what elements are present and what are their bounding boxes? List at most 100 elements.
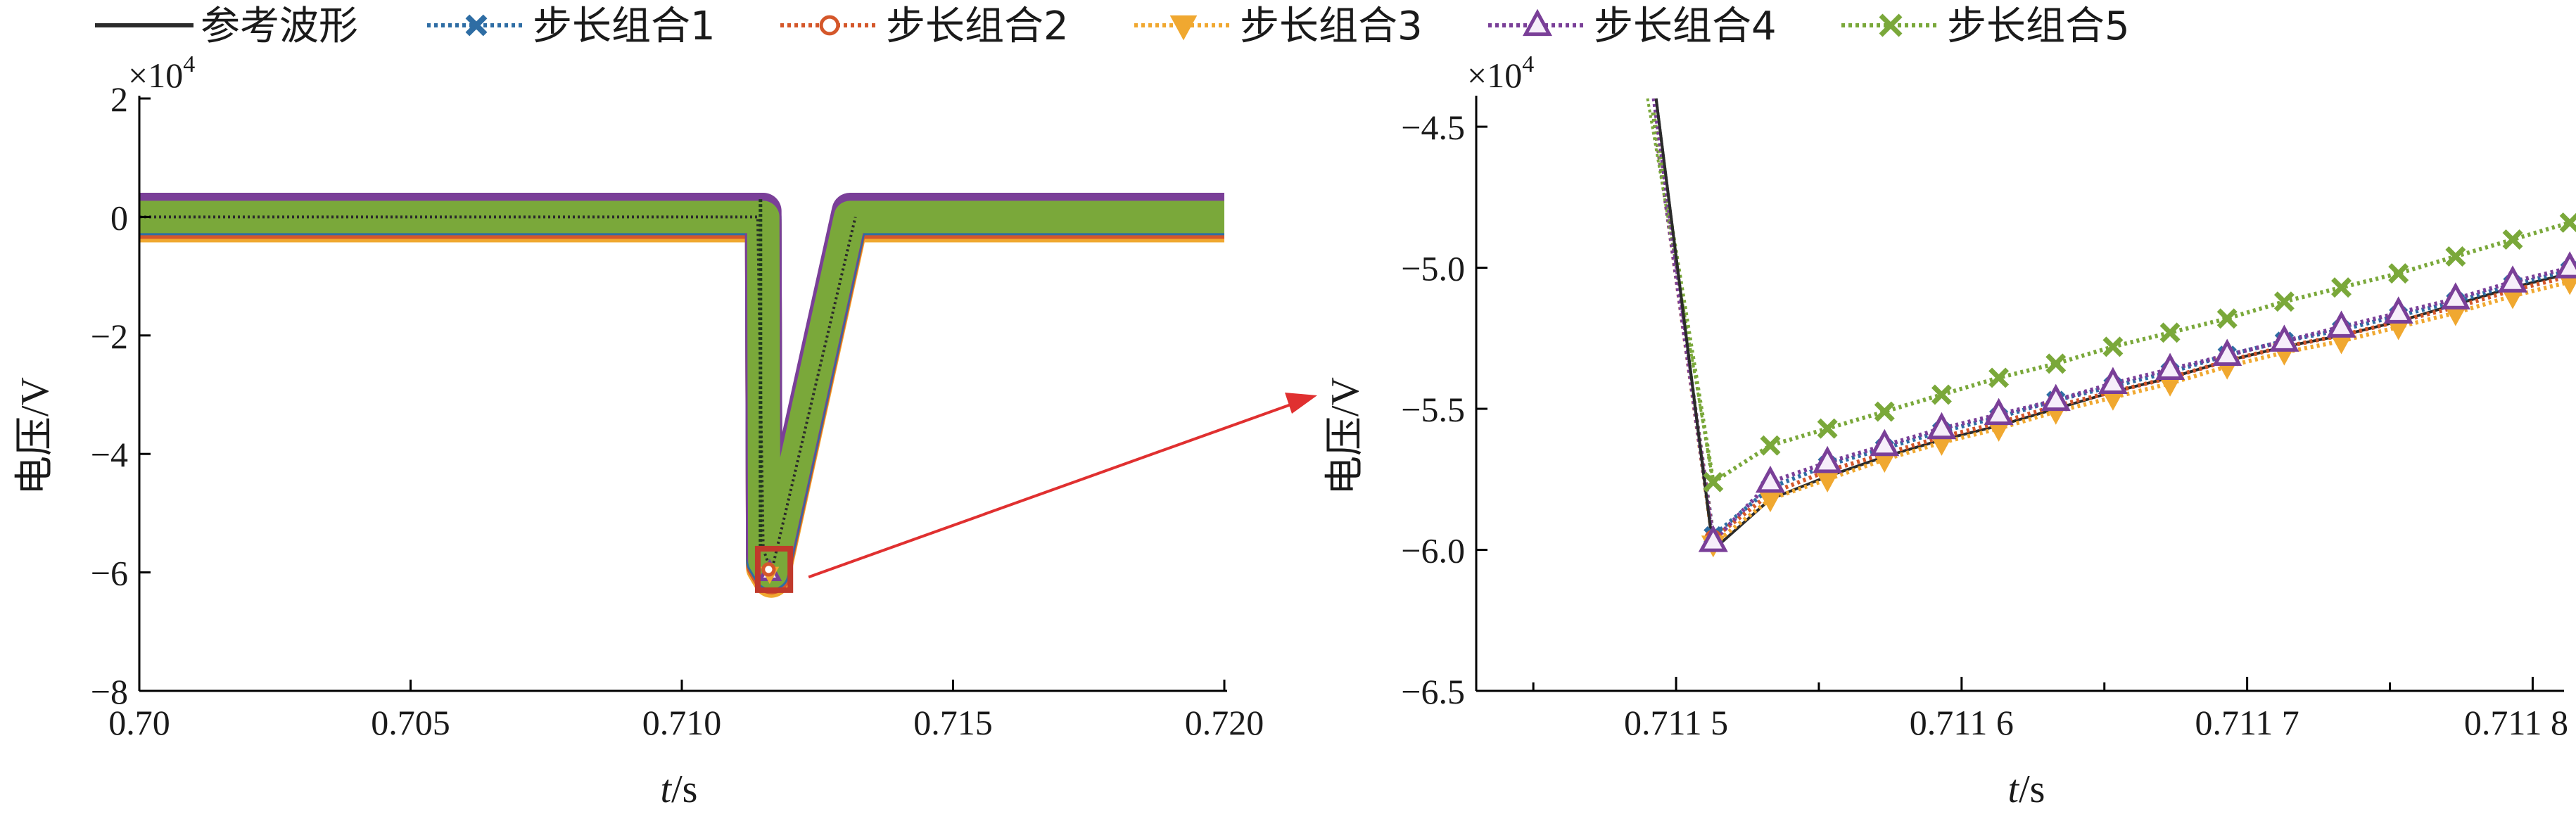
left-y-multiplier: ×104 — [128, 51, 195, 95]
series-line-s2 — [1651, 112, 2570, 543]
legend-label-s4: 步长组合4 — [1594, 4, 1777, 49]
left-axes: 2 0 −2 −4 −6 −80.70 0.705 0.710 0.715 0.720 — [91, 80, 1264, 742]
data-point-s4 — [2098, 367, 2128, 395]
data-point-s5 — [2388, 263, 2409, 284]
left-xtick-label: 0.70 — [108, 703, 170, 742]
data-point-s4 — [1927, 412, 1957, 440]
data-point-s4 — [2498, 265, 2528, 293]
legend-label-s3: 步长组合3 — [1240, 4, 1423, 49]
right-ytick-label: −6.5 — [1401, 672, 1465, 711]
data-point-s5 — [2445, 246, 2466, 267]
data-point-s5 — [1703, 471, 1724, 492]
drop-line-ref — [1654, 98, 1715, 550]
right-plot-area — [1646, 98, 2576, 558]
left-xtick-label: 0.720 — [1185, 703, 1264, 742]
right-xtick-label: 0.711 6 — [1910, 703, 2014, 742]
data-point-s5 — [2216, 308, 2238, 329]
right-ytick-label: −6.0 — [1401, 531, 1465, 571]
legend-label-s5: 步长组合5 — [1947, 4, 2130, 49]
data-point-s5 — [2502, 229, 2523, 250]
left-ytick-label: −6 — [91, 554, 128, 593]
band-s1 — [139, 198, 1224, 591]
legend-item-s1: 步长组合1 — [427, 4, 716, 49]
zoom-arrow-line — [808, 398, 1305, 579]
band-s3 — [139, 205, 1224, 598]
legend-marker-s1 — [465, 14, 488, 37]
data-point-s4 — [2440, 282, 2470, 310]
data-point-s5 — [2273, 291, 2295, 312]
left-y-axis-label: 电压/V — [13, 377, 57, 495]
left-ytick-label: 2 — [110, 80, 128, 119]
series-line-s4 — [1651, 112, 2570, 547]
legend-item-ref: 参考波形 — [95, 4, 358, 49]
right-xtick-label: 0.711 8 — [2464, 703, 2568, 742]
data-point-s5 — [1760, 435, 1781, 456]
legend-label-s1: 步长组合1 — [533, 4, 716, 49]
right-xtick-label: 0.711 7 — [2195, 703, 2299, 742]
legend-label-ref: 参考波形 — [201, 4, 358, 49]
data-point-s5 — [2559, 212, 2576, 233]
left-xtick-label: 0.715 — [913, 703, 993, 742]
legend-marker-s2 — [819, 15, 840, 36]
legend-item-s2: 步长组合2 — [780, 4, 1069, 49]
data-point-s4 — [1870, 428, 1900, 457]
left-ytick-label: −4 — [91, 435, 128, 474]
data-point-s4 — [2383, 296, 2413, 324]
data-point-s5 — [1874, 401, 1895, 422]
legend-marker-s5 — [1879, 13, 1903, 37]
data-point-s4 — [2555, 251, 2576, 279]
legend-marker-s3 — [1169, 15, 1198, 41]
data-point-s5 — [2159, 322, 2181, 343]
series-markers-s3 — [1701, 273, 2576, 558]
band-s5 — [139, 201, 1224, 589]
data-point-s4 — [1755, 465, 1785, 493]
right-y-axis-label: 电压/V — [1324, 377, 1367, 495]
data-point-s4 — [2269, 324, 2299, 352]
band-s2 — [139, 202, 1224, 594]
left-xtick-label: 0.705 — [371, 703, 450, 742]
data-point-s5 — [1931, 384, 1952, 405]
data-point-s5 — [1817, 418, 1838, 439]
right-xtick-label: 0.711 5 — [1624, 703, 1728, 742]
right-y-multiplier: ×104 — [1467, 51, 1534, 95]
left-x-axis-label: t/s — [661, 768, 698, 811]
min-marker-s2 — [761, 562, 776, 577]
band-s4 — [139, 193, 1224, 585]
legend: 参考波形 步长组合1 步长组合2 步长组合3 步长组合4 步长组合5 — [95, 4, 2130, 49]
left-ytick-label: −2 — [91, 317, 128, 356]
legend-marker-s4 — [1522, 8, 1553, 37]
data-point-s4 — [2155, 352, 2185, 381]
legend-item-s4: 步长组合4 — [1488, 4, 1777, 49]
right-axes: −4.5 −5.0 −5.5 −6.0 −6.5 0.711 5 0.711 6 0.711 … — [1401, 96, 2568, 742]
zoom-indicator-arrow — [808, 393, 1317, 579]
left-xtick-label: 0.710 — [642, 703, 722, 742]
data-point-s4 — [2212, 338, 2242, 366]
series-line-s1 — [1651, 112, 2570, 540]
series-line-ref — [1654, 98, 2570, 553]
data-point-s5 — [1988, 367, 2010, 388]
data-point-s3 — [1815, 470, 1840, 493]
series-line-s3 — [1651, 112, 2570, 549]
data-point-s4 — [2326, 310, 2356, 338]
right-x-axis-label: t/s — [2008, 768, 2045, 811]
right-chart-zoom: −4.5 −5.0 −5.5 −6.0 −6.5 0.711 5 0.711 6 0.711 … — [1324, 51, 2576, 811]
legend-label-s2: 步长组合2 — [886, 4, 1069, 49]
right-ytick-label: −5.5 — [1401, 390, 1465, 429]
data-point-s4 — [1698, 525, 1728, 552]
left-plot-area — [139, 193, 1224, 598]
data-point-s4 — [2041, 383, 2071, 412]
legend-item-s5: 步长组合5 — [1841, 4, 2130, 49]
left-chart-overview: 20−2−4−6−80.70 0.705 0.710 0.715 0.720 ×104 … — [13, 51, 1264, 811]
legend-item-s3: 步长组合3 — [1134, 4, 1423, 49]
right-ytick-label: −4.5 — [1401, 108, 1465, 147]
series-line-s5 — [1651, 112, 2571, 486]
series-markers-s5 — [1703, 212, 2576, 492]
data-point-s4 — [1813, 445, 1843, 473]
data-point-s4 — [1984, 398, 2014, 426]
right-ytick-label: −5.0 — [1401, 249, 1465, 288]
left-ytick-label: 0 — [110, 198, 128, 237]
data-point-s5 — [2331, 277, 2352, 298]
left-ytick-label: −8 — [91, 672, 128, 711]
series-markers-s4 — [1698, 251, 2576, 552]
